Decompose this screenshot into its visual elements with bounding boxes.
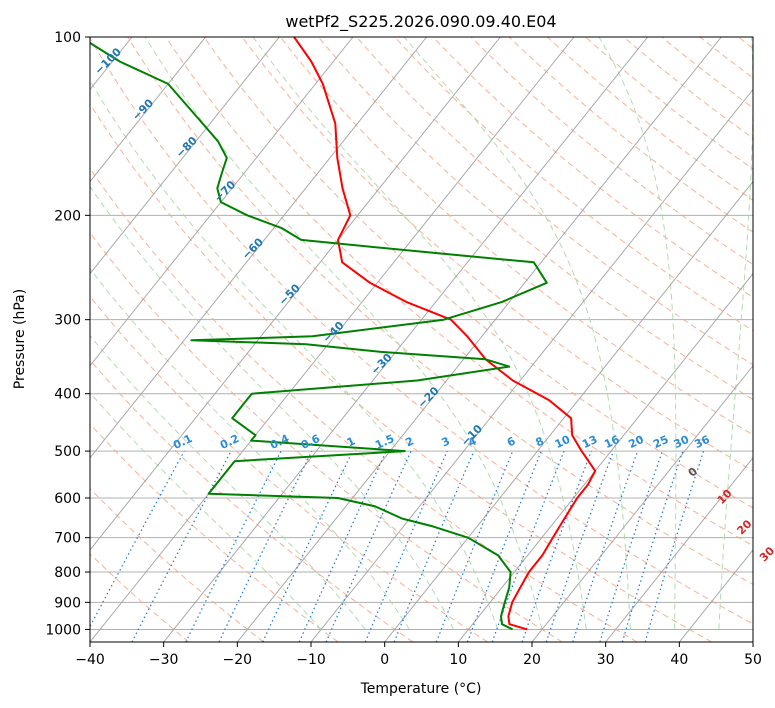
x-tick-label: 20: [523, 652, 541, 668]
moist-adiabat-line: [90, 79, 499, 630]
x-tick-label: −40: [75, 652, 105, 668]
dry-adiabat-line: [90, 231, 563, 642]
isotherm-line: [384, 180, 753, 642]
isotherm-line: [531, 364, 753, 642]
isotherm-line: [310, 88, 753, 642]
mixing-ratio-line: [90, 450, 185, 628]
x-tick-label: −30: [149, 652, 179, 668]
dry-adiabat-line: [508, 37, 753, 233]
y-tick-label: 700: [54, 531, 81, 547]
mixing-ratio-line: [218, 450, 313, 642]
isotherm-line: [90, 37, 354, 367]
dry-adiabat-line: [318, 37, 753, 401]
y-tick-label: 600: [54, 491, 81, 507]
isotherm-line: [90, 37, 501, 551]
plot-frame: [89, 36, 754, 643]
isotherm-line: [90, 37, 207, 183]
x-tick-label: 30: [597, 652, 615, 668]
isotherm-line: [0, 37, 58, 642]
isotherm-line: [236, 37, 722, 642]
mixing-ratio-label: 10: [553, 433, 573, 451]
moist-adiabat-line: [90, 267, 410, 630]
isotherm-line: [605, 457, 753, 642]
x-tick-label: −20: [223, 652, 253, 668]
mixing-ratio-line: [599, 450, 663, 642]
x-tick-label: 10: [449, 652, 467, 668]
isotherm-line: [163, 37, 649, 642]
isotherm-line: [457, 272, 753, 642]
chart-title: wetPf2_S225.2026.090.09.40.E04: [285, 12, 556, 32]
moist-adiabat-line: [403, 37, 631, 630]
moist-adiabat-line: [144, 37, 543, 630]
y-tick-label: 300: [54, 313, 81, 329]
y-axis-ticks: 100 200 300 400 500 600 700 800 900 1000: [45, 30, 90, 638]
mixing-ratio-label: 30: [672, 433, 692, 451]
mixing-ratio-line: [572, 450, 639, 642]
x-tick-label: 40: [670, 652, 688, 668]
dry-adiabat-line: [432, 37, 753, 298]
mixing-ratio-line: [262, 450, 354, 642]
y-tick-label: 1000: [45, 622, 81, 638]
y-tick-label: 200: [54, 208, 81, 224]
dry-adiabat-line: [90, 102, 712, 642]
dry-adiabat-label: 30: [757, 544, 775, 564]
background-lines: [0, 37, 753, 642]
mixing-ratio-line: [621, 450, 684, 642]
mixing-ratio-label: 20: [626, 433, 646, 451]
dry-adiabat-line: [90, 37, 753, 625]
y-tick-label: 500: [54, 444, 81, 460]
mixing-ratio-label: 16: [602, 433, 622, 451]
x-axis-label: Temperature (°C): [360, 681, 482, 697]
moist-adiabat-line: [252, 37, 587, 630]
y-tick-label: 900: [54, 595, 81, 611]
x-tick-label: 50: [744, 652, 762, 668]
dry-adiabat-line: [90, 295, 488, 642]
isotherm-line: [90, 37, 280, 275]
dry-adiabat-line: [90, 423, 339, 642]
dewpoint-trace: [90, 41, 548, 631]
mixing-ratio-line: [466, 450, 542, 642]
x-tick-label: 0: [380, 652, 389, 668]
mixing-ratio-line: [298, 450, 387, 642]
y-axis-label: Pressure (hPa): [12, 289, 28, 389]
y-tick-label: 800: [54, 565, 81, 581]
y-tick-label: 400: [54, 387, 81, 403]
mixing-ratio-line: [435, 450, 514, 642]
dry-adiabat-line: [470, 37, 753, 265]
x-tick-label: −10: [296, 652, 326, 668]
dry-adiabat-line: [165, 37, 753, 547]
y-tick-label: 100: [54, 30, 81, 46]
moist-adiabat-line: [90, 334, 366, 630]
isotherm-line: [90, 37, 428, 459]
x-axis-ticks: −40 −30 −20 −10 0 10 20 30 40 50: [75, 642, 762, 668]
dry-adiabat-line: [279, 37, 753, 436]
mixing-ratio-label: 13: [580, 433, 599, 451]
temperature-trace: [293, 37, 597, 631]
sounding-traces: [90, 37, 597, 631]
isotherm-line: [90, 37, 575, 642]
mixing-ratio-label: 25: [651, 433, 670, 451]
mixing-ratio-line: [644, 450, 705, 642]
moist-adiabat-line: [718, 37, 753, 630]
moist-adiabat-line: [598, 37, 677, 630]
mixing-ratio-label: 36: [692, 433, 712, 451]
